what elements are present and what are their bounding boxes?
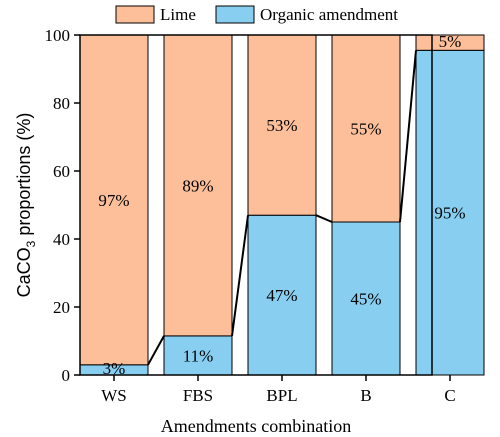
y-tick-label: 40 [53,230,70,249]
y-tick-label: 60 [53,162,70,181]
bar-organic-c [415,49,485,376]
legend-swatch-lime [115,5,155,24]
legend-label-lime: Lime [160,5,196,24]
connector-lines [147,50,417,366]
x-axis: WS FBS BPL B C [101,375,456,405]
value-label-organic-c: 95% [434,204,465,223]
bar-lime-ws [79,34,149,366]
legend-swatch-organic [215,5,255,24]
bar-organic-bpl [247,214,317,376]
y-tick-label: 80 [53,94,70,113]
y-axis-title-prefix: CaCO [14,247,34,297]
x-tick-label-fbs: FBS [183,386,213,405]
y-axis-title-subscript: 3 [24,240,38,247]
bar-lime-b [331,34,401,223]
x-tick-label-ws: WS [101,386,127,405]
y-tick-label: 20 [53,298,70,317]
value-labels: 97% 3% 89% 11% 53% 47% 55% 45% 5% 95% [98,32,465,378]
value-label-lime-b: 55% [350,120,381,139]
value-label-lime-bpl: 53% [266,116,297,135]
connector-line-4 [399,50,417,223]
y-axis-title: CaCO3 proportions (%) [14,113,38,298]
y-axis: 0 20 40 60 80 100 [45,26,80,385]
x-tick-label-bpl: BPL [266,386,297,405]
x-tick-label-c: C [444,386,455,405]
bar-lime-fbs [163,34,233,337]
value-label-lime-c: 5% [439,32,462,51]
plot-frame [79,34,433,376]
value-label-organic-ws: 3% [103,359,126,378]
legend-label-organic: Organic amendment [260,5,398,24]
value-label-organic-bpl: 47% [266,286,297,305]
y-tick-label: 100 [45,26,71,45]
connector-line-3 [315,214,333,223]
legend: Lime Organic amendment [115,5,398,24]
value-label-lime-fbs: 89% [182,176,213,195]
y-tick-label: 0 [62,366,71,385]
y-axis-title-suffix: proportions (%) [14,113,34,241]
x-axis-title: Amendments combination [161,416,351,436]
value-label-lime-ws: 97% [98,191,129,210]
bar-lime-c [415,34,485,51]
connector-line-1 [147,335,165,366]
bar-organic-b [331,221,401,376]
connector-line-2 [231,215,249,337]
value-label-organic-fbs: 11% [183,346,214,365]
value-label-organic-b: 45% [350,290,381,309]
x-tick-label-b: B [360,386,371,405]
bars-layer [79,34,485,376]
